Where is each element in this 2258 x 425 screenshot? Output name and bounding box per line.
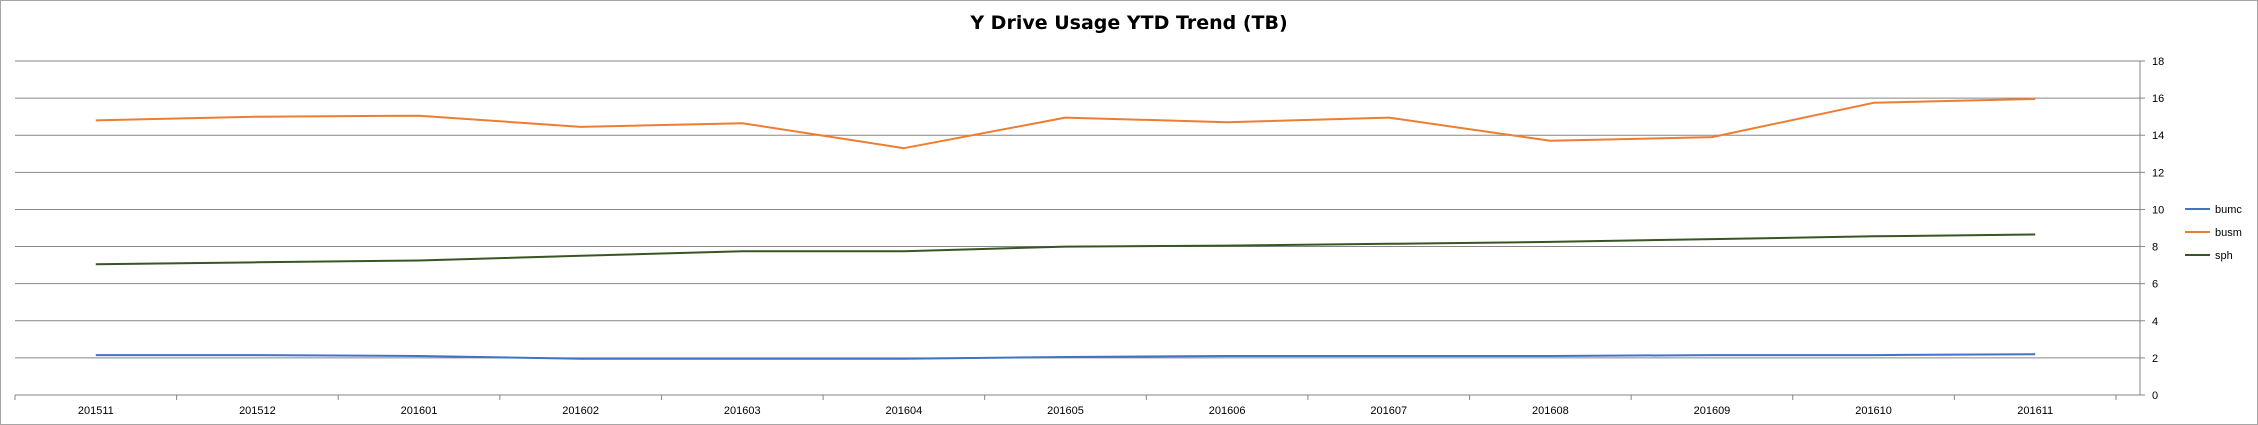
- x-tick-label: 201606: [1209, 405, 1246, 417]
- series-line-busm: [95, 98, 2036, 150]
- y-tick-label: 4: [2152, 316, 2158, 328]
- x-tick-label: 201608: [1532, 405, 1569, 417]
- x-tick-label: 201607: [1370, 405, 1407, 417]
- x-tick-label: 201511: [78, 405, 114, 417]
- x-tick-label: 201610: [1855, 405, 1892, 417]
- y-tick-label: 16: [2152, 93, 2164, 105]
- x-tick-label: 201605: [1047, 405, 1084, 417]
- x-tick-label: 201601: [401, 405, 438, 417]
- axes: 0 2 4 6 8 10 12 14 16 18 201511 201512 201601 201602 2…: [14, 56, 2164, 417]
- x-tick-label: 201609: [1694, 405, 1731, 417]
- y-tick-label: 18: [2152, 56, 2164, 68]
- legend-label-busm: busm: [2215, 227, 2242, 239]
- x-tick-label: 201602: [562, 405, 599, 417]
- series-line-bumc: [95, 353, 2036, 360]
- y-tick-label: 0: [2152, 390, 2158, 402]
- gridlines: [15, 60, 2140, 359]
- legend-label-bumc: bumc: [2215, 204, 2242, 216]
- x-tick-label: 201604: [886, 405, 923, 417]
- y-tick-label: 8: [2152, 242, 2158, 254]
- series-line-sph: [95, 233, 2036, 266]
- x-tick-label: 201512: [239, 405, 276, 417]
- series-lines: [95, 98, 2036, 360]
- y-tick-label: 2: [2152, 353, 2158, 365]
- y-tick-label: 10: [2152, 204, 2164, 216]
- chart-title: Y Drive Usage YTD Trend (TB): [970, 12, 1288, 34]
- y-tick-label: 14: [2152, 130, 2164, 142]
- x-tick-label: 201611: [2017, 405, 2053, 417]
- y-tick-label: 12: [2152, 167, 2164, 179]
- y-tick-label: 6: [2152, 279, 2158, 291]
- legend-label-sph: sph: [2215, 250, 2233, 262]
- x-tick-label: 201603: [724, 405, 761, 417]
- legend: bumc busm sph: [2185, 204, 2242, 262]
